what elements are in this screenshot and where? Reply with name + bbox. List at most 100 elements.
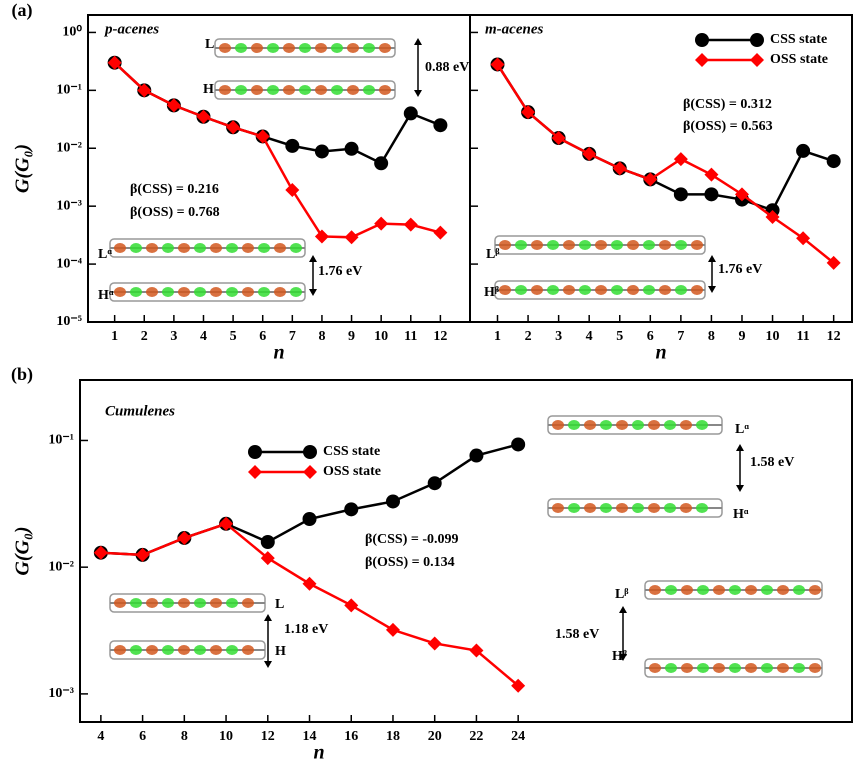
x-tick-label: 10 (766, 329, 780, 344)
orbital-lobe (114, 243, 126, 253)
annotation: Lᵅ (735, 422, 749, 437)
data-point (374, 156, 388, 170)
x-tick-label: 2 (141, 329, 148, 344)
orbital-lobe (290, 243, 302, 253)
data-point (704, 168, 718, 182)
data-point (374, 217, 388, 231)
orbital-lobe (665, 663, 677, 673)
orbital-lobe (664, 420, 676, 430)
orbital-lobe (659, 240, 671, 250)
data-point (344, 598, 358, 612)
x-tick-label: 7 (677, 329, 684, 344)
orbital-lobe (194, 645, 206, 655)
x-tick-label: 20 (428, 729, 442, 744)
orbital-lobe (627, 240, 639, 250)
orbital-lobe (162, 598, 174, 608)
legend-marker (248, 465, 262, 479)
x-tick-label: 6 (647, 329, 654, 344)
orbital-lobe (713, 585, 725, 595)
data-point (386, 623, 400, 637)
annotation: Lᵝ (615, 587, 628, 602)
legend-marker (750, 33, 764, 47)
y-tick-label: 10⁰ (62, 25, 82, 40)
orbital-lobe (681, 663, 693, 673)
legend-marker (695, 33, 709, 47)
annotation: Hᵝ (484, 285, 499, 300)
data-point (469, 449, 483, 463)
x-tick-label: 11 (796, 329, 809, 344)
legend-marker (695, 53, 709, 67)
orbital-lobe (563, 285, 575, 295)
orbital-lobe (130, 645, 142, 655)
orbital-lobe (600, 420, 612, 430)
data-point (674, 152, 688, 166)
y-tick-label: 10⁻³ (48, 686, 74, 701)
x-tick-label: 11 (404, 329, 417, 344)
annotation: β(OSS) = 0.563 (683, 119, 773, 134)
data-point (285, 183, 299, 197)
orbital-lobe (627, 285, 639, 295)
orbital-lobe (242, 243, 254, 253)
orbital-lobe (595, 240, 607, 250)
orbital-lobe (146, 598, 158, 608)
orbital-lobe (226, 243, 238, 253)
orbital-lobe (226, 287, 238, 297)
panel-title: m-acenes (485, 21, 543, 37)
y-tick-label: 10⁻³ (56, 198, 82, 213)
annotation: Hᵅ (733, 507, 749, 522)
orbital-lobe (761, 663, 773, 673)
x-tick-label: 1 (494, 329, 501, 344)
orbital-lobe (274, 243, 286, 253)
panel-title: p-acenes (103, 21, 159, 37)
orbital-lobe (547, 240, 559, 250)
y-tick-label: 10⁻² (56, 140, 82, 155)
orbital-lobe (675, 240, 687, 250)
annotation: 1.58 eV (555, 627, 599, 642)
annotation: 1.58 eV (750, 455, 794, 470)
orbital-lobe (729, 663, 741, 673)
annotation: Hᵝ (612, 649, 627, 664)
orbital-lobe (194, 243, 206, 253)
orbital-lobe (210, 598, 222, 608)
panel-label: (a) (12, 0, 33, 21)
orbital-lobe (146, 287, 158, 297)
y-tick-label: 10⁻¹ (48, 433, 74, 448)
annotation: Lᵝ (486, 247, 499, 262)
x-tick-label: 8 (708, 329, 715, 344)
orbital-lobe (665, 585, 677, 595)
orbital-lobe (691, 285, 703, 295)
annotation: 1.76 eV (318, 264, 362, 279)
orbital-lobe (777, 663, 789, 673)
data-point (511, 437, 525, 451)
data-point (704, 187, 718, 201)
orbital-lobe (616, 420, 628, 430)
orbital-lobe (267, 43, 279, 53)
orbital-lobe (531, 240, 543, 250)
orbital-lobe (274, 287, 286, 297)
orbital-lobe (162, 287, 174, 297)
data-point (827, 154, 841, 168)
orbital-lobe (210, 645, 222, 655)
orbital-lobe (114, 598, 126, 608)
data-point (345, 142, 359, 156)
orbital-lobe (680, 420, 692, 430)
orbital-lobe (696, 503, 708, 513)
data-point (404, 106, 418, 120)
orbital-lobe (331, 85, 343, 95)
orbital-lobe (315, 85, 327, 95)
orbital-lobe (242, 645, 254, 655)
orbital-lobe (531, 285, 543, 295)
legend-label: OSS state (323, 464, 381, 479)
orbital-lobe (713, 663, 725, 673)
orbital-lobe (130, 598, 142, 608)
orbital-lobe (648, 503, 660, 513)
orbital-lobe (379, 85, 391, 95)
orbital-lobe (579, 240, 591, 250)
x-tick-label: 10 (374, 329, 388, 344)
orbital-lobe (793, 585, 805, 595)
orbital-lobe (235, 43, 247, 53)
data-point (428, 476, 442, 490)
x-tick-label: 12 (433, 329, 447, 344)
orbital-lobe (130, 243, 142, 253)
x-tick-label: 12 (827, 329, 841, 344)
